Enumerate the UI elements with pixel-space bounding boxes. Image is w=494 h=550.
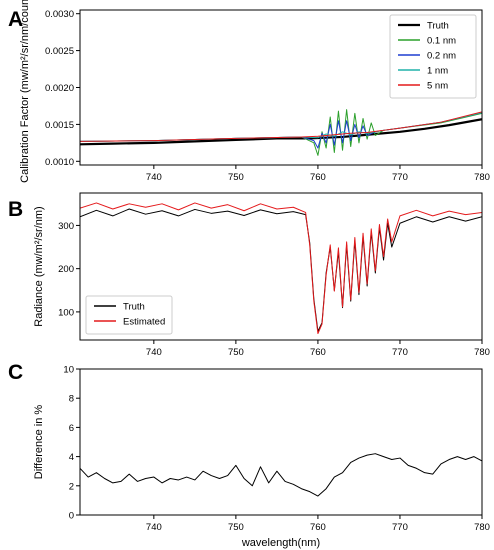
x-tick-label: 740 bbox=[146, 347, 162, 358]
series-line-truth bbox=[80, 118, 482, 146]
y-axis-label: Difference in % bbox=[33, 405, 45, 480]
legend-label: 1 nm bbox=[427, 66, 448, 77]
x-tick-label: 770 bbox=[392, 522, 408, 533]
x-tick-label: 780 bbox=[474, 522, 490, 533]
x-tick-label: 770 bbox=[392, 172, 408, 183]
y-tick-label: 8 bbox=[69, 394, 74, 405]
y-tick-label: 0.0015 bbox=[45, 120, 74, 131]
plot-frame bbox=[79, 192, 483, 341]
legend: Truth Estimated bbox=[85, 295, 173, 335]
y-tick-label: 0 bbox=[69, 511, 74, 522]
legend-label: Estimated bbox=[123, 317, 165, 328]
legend-label: Truth bbox=[427, 21, 449, 32]
panel-label: A bbox=[8, 8, 23, 31]
y-tick-label: 0.0025 bbox=[45, 46, 74, 57]
series-line-0 bbox=[80, 453, 482, 497]
legend-label: 0.2 nm bbox=[427, 51, 456, 62]
y-tick-label: 0.0030 bbox=[45, 9, 74, 20]
y-axis-label: Calibration Factor (mw/m²/sr/nm/count) bbox=[19, 0, 31, 183]
series-group bbox=[80, 109, 482, 156]
x-tick-label: 740 bbox=[146, 522, 162, 533]
y-tick-label: 0.0020 bbox=[45, 83, 74, 94]
y-tick-label: 300 bbox=[58, 221, 74, 232]
x-tick-label: 740 bbox=[146, 172, 162, 183]
panel-label: C bbox=[8, 361, 23, 384]
legend-label: 0.1 nm bbox=[427, 36, 456, 47]
legend: Truth 0.1 nm 0.2 nm 1 nm 5 nm bbox=[389, 14, 477, 99]
series-line-5-nm bbox=[80, 111, 482, 142]
y-tick-label: 100 bbox=[58, 307, 74, 318]
x-axis-label: wavelength(nm) bbox=[241, 537, 320, 549]
x-tick-label: 760 bbox=[310, 522, 326, 533]
x-tick-label: 780 bbox=[474, 172, 490, 183]
series-line-estimated bbox=[80, 202, 482, 335]
x-tick-label: 760 bbox=[310, 347, 326, 358]
panel-a: 740 750 760 770 780 0.0010 0.0015 0.0020 0.0025 0… bbox=[8, 0, 490, 183]
legend-label: 5 nm bbox=[427, 81, 448, 92]
y-tick-label: 2 bbox=[69, 481, 74, 492]
panel-c: 740 750 760 770 780 0 2 4 6 8 10 C Difference in % wa… bbox=[8, 361, 490, 549]
y-tick-label: 10 bbox=[63, 365, 74, 376]
legend-label: Truth bbox=[123, 302, 145, 313]
series-line-0-1-nm bbox=[80, 109, 482, 156]
x-tick-label: 770 bbox=[392, 347, 408, 358]
plot-frame bbox=[79, 368, 483, 516]
y-tick-label: 200 bbox=[58, 264, 74, 275]
legend-box bbox=[389, 14, 477, 99]
y-tick-label: 0.0010 bbox=[45, 157, 74, 168]
x-tick-label: 780 bbox=[474, 347, 490, 358]
x-tick-label: 750 bbox=[228, 172, 244, 183]
series-group bbox=[80, 453, 482, 497]
x-tick-label: 760 bbox=[310, 172, 326, 183]
y-axis-label: Radiance (mw/m²/sr/nm) bbox=[33, 206, 45, 326]
panel-label: B bbox=[8, 198, 23, 221]
x-tick-label: 750 bbox=[228, 522, 244, 533]
x-tick-label: 750 bbox=[228, 347, 244, 358]
panel-b: 740 750 760 770 780 100 200 300 B Radiance (mw/m²… bbox=[8, 192, 490, 358]
y-tick-label: 4 bbox=[69, 452, 74, 463]
series-group bbox=[80, 202, 482, 335]
y-tick-label: 6 bbox=[69, 423, 74, 434]
